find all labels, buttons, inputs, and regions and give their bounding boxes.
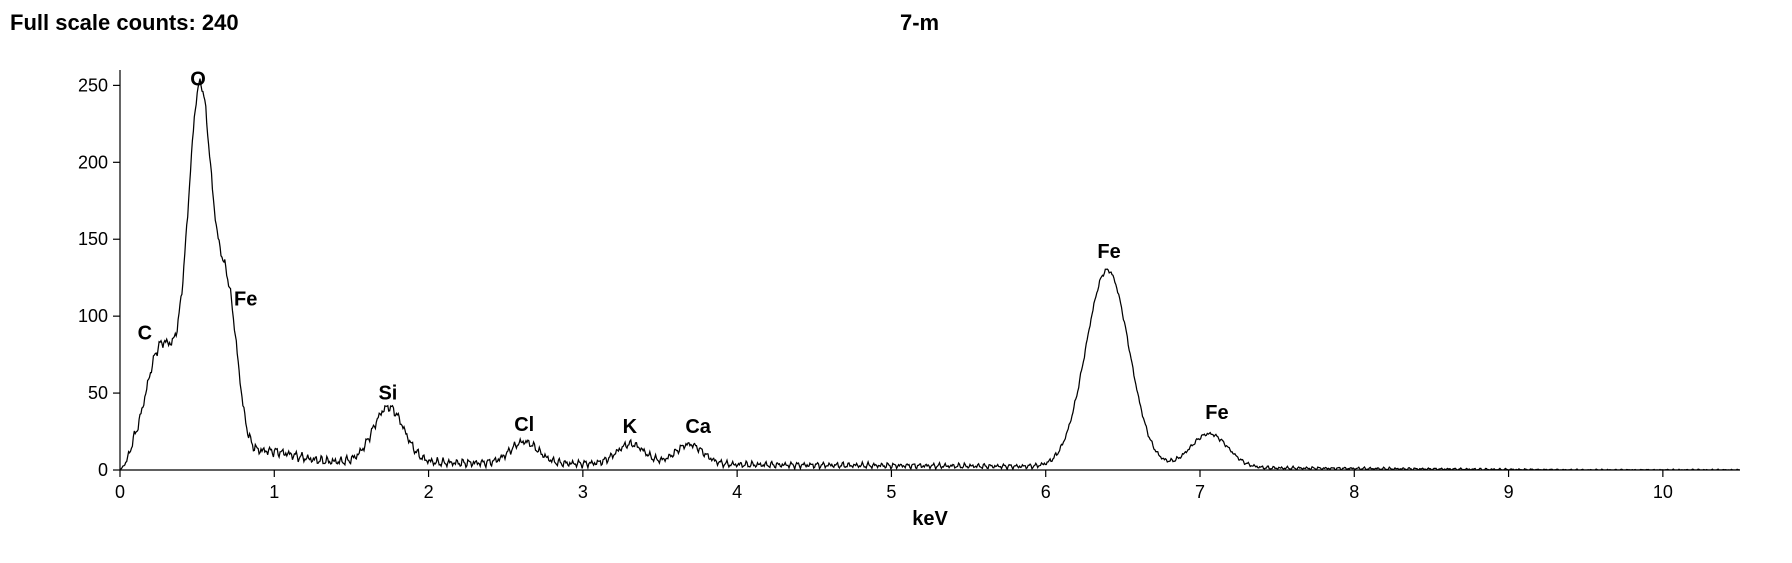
svg-text:keV: keV — [912, 508, 948, 530]
svg-text:200: 200 — [78, 152, 108, 172]
peak-label: Cl — [514, 414, 534, 436]
peak-label: Fe — [234, 289, 257, 311]
svg-text:50: 50 — [88, 383, 108, 403]
svg-text:5: 5 — [886, 482, 896, 502]
svg-text:8: 8 — [1349, 482, 1359, 502]
svg-text:7: 7 — [1195, 482, 1205, 502]
peak-label: Si — [378, 382, 397, 404]
peak-label: C — [138, 322, 152, 344]
svg-text:100: 100 — [78, 306, 108, 326]
peak-label: Fe — [1205, 402, 1228, 424]
peak-label: O — [190, 69, 206, 91]
svg-text:2: 2 — [424, 482, 434, 502]
peak-label: Fe — [1097, 241, 1120, 263]
svg-text:250: 250 — [78, 75, 108, 95]
sample-id-label: 7-m — [900, 10, 939, 36]
peak-label: Ca — [685, 416, 711, 438]
svg-text:10: 10 — [1653, 482, 1673, 502]
svg-text:1: 1 — [269, 482, 279, 502]
spectrum-chart: 0 50 100 150 200 250 0 1 2 3 4 5 6 7 8 9 10 keV C O Fe Si Cl K C… — [40, 50, 1760, 550]
spectrum-svg: 0 50 100 150 200 250 0 1 2 3 4 5 6 7 8 9 10 keV C O Fe Si Cl K C… — [40, 50, 1760, 550]
svg-text:150: 150 — [78, 229, 108, 249]
svg-text:6: 6 — [1041, 482, 1051, 502]
svg-text:9: 9 — [1504, 482, 1514, 502]
peak-label: K — [623, 416, 638, 438]
svg-text:0: 0 — [98, 460, 108, 480]
svg-text:4: 4 — [732, 482, 742, 502]
full-scale-counts-label: Full scale counts: 240 — [10, 10, 239, 36]
svg-text:0: 0 — [115, 482, 125, 502]
svg-text:3: 3 — [578, 482, 588, 502]
eds-spectrum-page: Full scale counts: 240 7-m 0501001502002… — [0, 0, 1792, 563]
